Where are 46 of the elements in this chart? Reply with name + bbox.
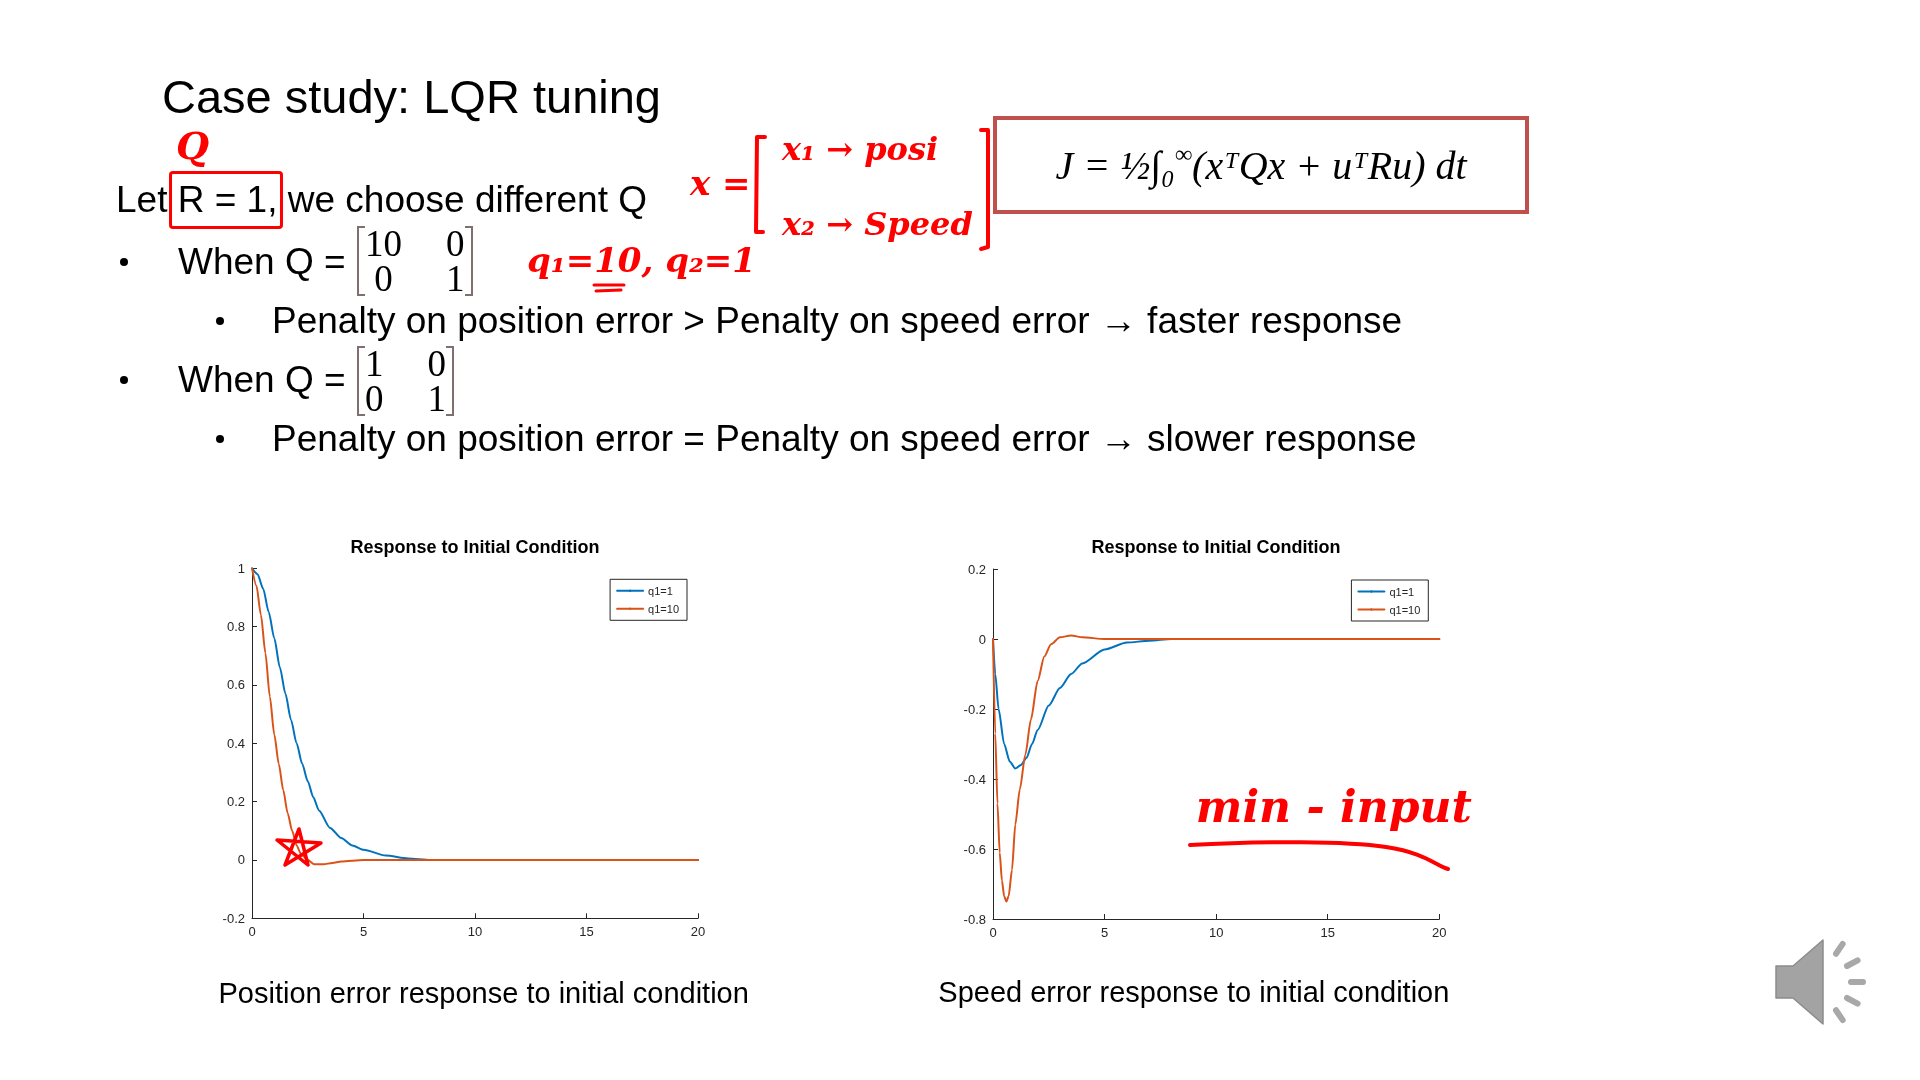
x-tick-label: 0 (989, 925, 997, 940)
y-tick-label: -0.8 (963, 911, 986, 927)
x-tick-label: 15 (578, 924, 594, 940)
x-tick-label: 20 (1431, 925, 1447, 940)
text: x = (690, 163, 751, 204)
text: Q (176, 123, 210, 169)
y-tick-label: -0.2 (963, 701, 986, 717)
text: x₂ → Speed (782, 204, 973, 243)
x-tick-label: 0 (248, 924, 256, 940)
legend-label: q1=10 (647, 602, 679, 615)
x-tick-label: 5 (359, 924, 367, 940)
text: Penalty on position error = Penalty on speed error → slower response (272, 417, 1417, 461)
text: Let R = 1, we choose different Q (116, 178, 647, 222)
x-tick-label: 10 (467, 924, 482, 940)
y-tick-label: 0 (978, 631, 986, 647)
y-tick-label: 0.8 (226, 619, 245, 635)
text: x₁ → posi (782, 129, 939, 168)
text: 10 0 0 1 (365, 223, 465, 299)
text: When Q = (178, 240, 346, 284)
y-tick-label: 0.4 (226, 735, 245, 751)
text: Speed error response to initial condition (938, 976, 1450, 1010)
x-tick-label: 20 (690, 924, 705, 940)
legend-label: q1=10 (1389, 603, 1421, 616)
legend-label: q1=1 (1389, 585, 1415, 598)
text: When Q = (178, 358, 346, 402)
text: Position error response to initial condition (218, 977, 749, 1011)
text: Penalty on position error > Penalty on speed error → faster response (272, 299, 1403, 343)
text: Case study: LQR tuning (162, 69, 661, 125)
text: 1 0 0 1 (365, 343, 446, 419)
x-tick-label: 5 (1100, 925, 1109, 940)
y-tick-label: 1 (237, 560, 245, 576)
y-tick-label: 0.6 (226, 677, 245, 693)
text: J = ½∫₀$^{∞}$(xᵀQx + uᵀRu) dt (1055, 141, 1467, 189)
y-tick-label: -0.6 (963, 841, 986, 857)
chart-title: Response to Initial Condition (1091, 537, 1341, 557)
y-tick-label: 0 (237, 852, 245, 868)
y-tick-label: -0.4 (963, 771, 986, 787)
text: q₁=10, q₂=1 (527, 240, 756, 281)
y-tick-label: -0.2 (222, 910, 245, 926)
x-tick-label: 10 (1208, 925, 1224, 940)
legend-label: q1=1 (647, 584, 673, 597)
y-tick-label: 0.2 (226, 794, 245, 810)
x-tick-label: 15 (1320, 925, 1335, 940)
chart-title: Response to Initial Condition (350, 537, 600, 557)
annotation: min - input (1195, 780, 1472, 833)
y-tick-label: 0.2 (967, 561, 986, 577)
